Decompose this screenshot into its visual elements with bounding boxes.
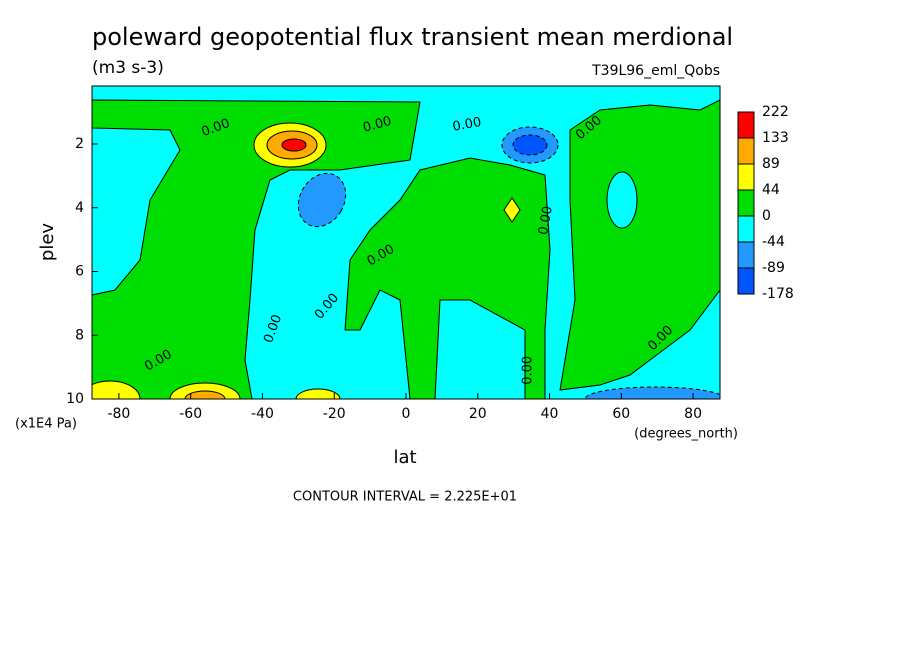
y-tick-label: 6 — [75, 264, 84, 280]
y-axis-label: plev — [37, 223, 58, 262]
x-tick-label: 20 — [469, 406, 487, 422]
colorbar-box — [737, 215, 755, 243]
colorbar-label: 44 — [762, 182, 780, 198]
dataset-label: T39L96_eml_Qobs — [591, 63, 720, 79]
colorbar-label: 133 — [762, 130, 789, 146]
y-tick-label: 4 — [75, 200, 84, 216]
contour-label: 0.00 — [451, 115, 482, 135]
colorbar-label: 222 — [762, 104, 789, 120]
contour-label: 0.00 — [521, 356, 536, 385]
y-tick-label: 8 — [75, 327, 84, 343]
contour-label: 0.00 — [536, 205, 556, 236]
x-axis-label: lat — [393, 447, 416, 468]
contour-label: 0.00 — [361, 114, 393, 136]
x-units: (degrees_north) — [634, 427, 738, 442]
colorbar-box — [737, 111, 755, 139]
colorbar-label: 0 — [762, 208, 771, 224]
colorbar-label: -89 — [762, 260, 785, 276]
x-tick-label: -40 — [251, 406, 274, 422]
contour-field — [92, 86, 720, 399]
x-tick-label: 80 — [684, 406, 702, 422]
colorbar-box — [737, 241, 755, 269]
subtitle: (m3 s-3) — [92, 58, 164, 78]
chart-title: poleward geopotential flux transient mea… — [92, 23, 733, 51]
x-tick-label: 60 — [612, 406, 630, 422]
colorbar-label: -178 — [762, 286, 794, 302]
x-tick-label: 0 — [402, 406, 411, 422]
y-tick-label: 2 — [75, 136, 84, 152]
x-tick-label: -80 — [107, 406, 130, 422]
colorbar-box — [737, 163, 755, 191]
colorbar-box — [737, 189, 755, 217]
colorbar-label: 89 — [762, 156, 780, 172]
colorbar-label: -44 — [762, 234, 785, 250]
x-tick-label: -60 — [179, 406, 202, 422]
x-tick-label: 40 — [541, 406, 559, 422]
y-units: (x1E4 Pa) — [15, 417, 77, 432]
x-tick-label: -20 — [323, 406, 346, 422]
colorbar-box — [737, 137, 755, 165]
y-tick-label: 10 — [66, 391, 84, 407]
colorbar-box — [737, 267, 755, 295]
footer: CONTOUR INTERVAL = 2.225E+01 — [293, 490, 517, 505]
